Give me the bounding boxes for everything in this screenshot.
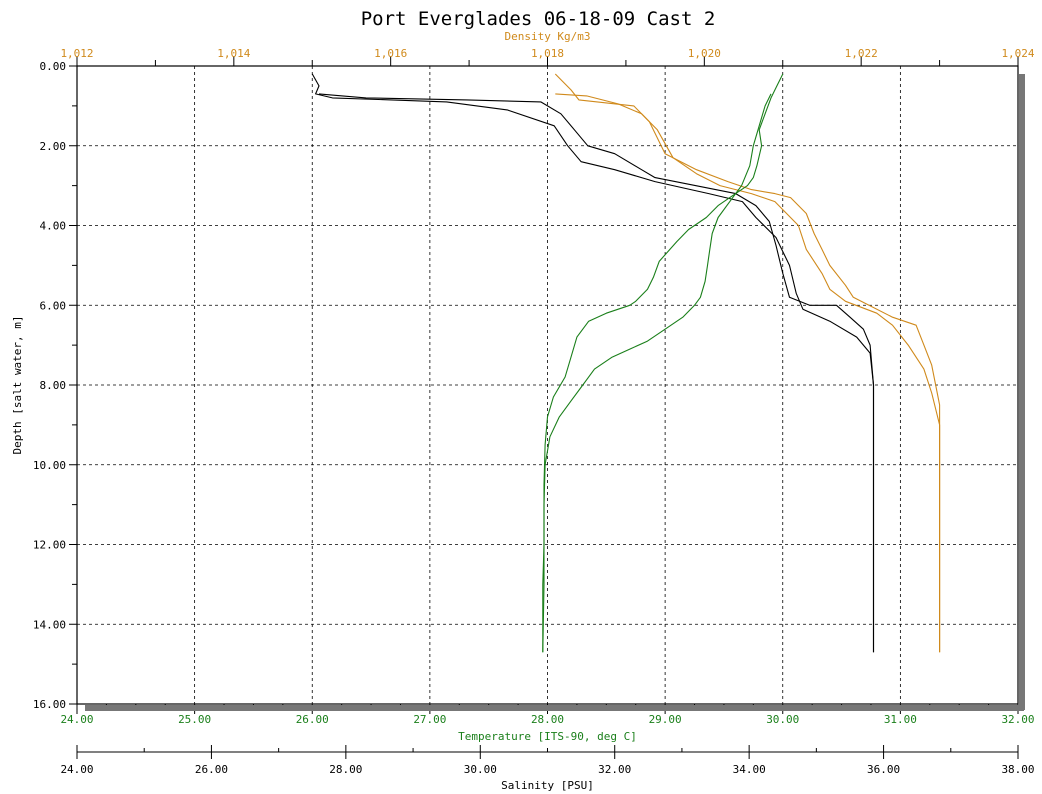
- density-profile-line: [555, 93, 941, 653]
- density-tick-label: 1,024: [1001, 47, 1034, 60]
- temperature-tick-label: 27.00: [413, 713, 446, 726]
- temperature-tick-label: 26.00: [296, 713, 329, 726]
- salinity-profile-line: [318, 93, 875, 653]
- temperature-tick-label: 29.00: [649, 713, 682, 726]
- y-tick-label: 10.00: [33, 459, 66, 472]
- grid: [77, 66, 1018, 704]
- salinity-tick-label: 26.00: [195, 763, 228, 776]
- salinity-axis-label: Salinity [PSU]: [501, 779, 594, 792]
- density-tick-label: 1,022: [845, 47, 878, 60]
- density-tick-label: 1,012: [60, 47, 93, 60]
- density-tick-label: 1,014: [217, 47, 250, 60]
- density-tick-label: 1,018: [531, 47, 564, 60]
- y-tick-label: 16.00: [33, 698, 66, 711]
- temperature-profile-line: [542, 73, 784, 653]
- y-tick-label: 4.00: [40, 220, 67, 233]
- salinity-tick-label: 32.00: [598, 763, 631, 776]
- y-tick-label: 6.00: [40, 299, 67, 312]
- salinity-tick-label: 28.00: [329, 763, 362, 776]
- temperature-tick-label: 24.00: [60, 713, 93, 726]
- density-tick-label: 1,016: [374, 47, 407, 60]
- frame-shadow-right: [1019, 74, 1025, 710]
- series-group: [311, 73, 941, 653]
- temperature-tick-label: 30.00: [766, 713, 799, 726]
- frame-shadow-bottom: [85, 705, 1024, 711]
- temperature-tick-label: 28.00: [531, 713, 564, 726]
- y-tick-label: 2.00: [40, 140, 67, 153]
- salinity-profile-line: [311, 73, 875, 653]
- y-tick-label: 12.00: [33, 539, 66, 552]
- chart-title: Port Everglades 06-18-09 Cast 2: [361, 8, 716, 30]
- density-tick-label: 1,020: [688, 47, 721, 60]
- salinity-tick-label: 24.00: [60, 763, 93, 776]
- salinity-tick-label: 38.00: [1001, 763, 1034, 776]
- y-tick-label: 8.00: [40, 379, 67, 392]
- temperature-profile-line: [542, 93, 772, 653]
- temperature-tick-label: 31.00: [884, 713, 917, 726]
- temperature-tick-label: 25.00: [178, 713, 211, 726]
- salinity-tick-label: 34.00: [733, 763, 766, 776]
- y-tick-label: 14.00: [33, 618, 66, 631]
- y-axis-label: Depth [salt water, m]: [11, 315, 24, 454]
- temperature-axis-label: Temperature [ITS-90, deg C]: [458, 730, 637, 743]
- density-axis-label: Density Kg/m3: [504, 30, 590, 43]
- temperature-tick-label: 32.00: [1001, 713, 1034, 726]
- density-profile-line: [554, 73, 941, 653]
- axes-group: 0.00 2.00 4.00 6.00 8.00 10.00 12.00 14.00 16.00…: [11, 30, 1035, 792]
- salinity-tick-label: 30.00: [464, 763, 497, 776]
- y-tick-label: 0.00: [40, 60, 67, 73]
- salinity-tick-label: 36.00: [867, 763, 900, 776]
